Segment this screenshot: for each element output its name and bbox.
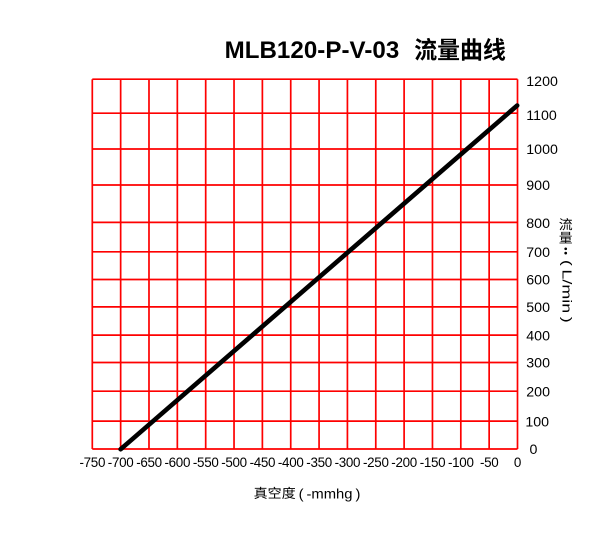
svg-text:-550: -550 [193,455,219,470]
svg-text:-50: -50 [480,455,498,470]
svg-text:-100: -100 [448,455,474,470]
svg-text:-400: -400 [278,455,304,470]
svg-text:-450: -450 [250,455,276,470]
svg-text:1000: 1000 [526,142,558,158]
svg-text:0: 0 [514,455,521,470]
svg-text:1100: 1100 [526,108,557,124]
svg-text:500: 500 [526,300,550,316]
svg-text:-650: -650 [136,455,162,470]
svg-text:-150: -150 [420,455,446,470]
svg-text:400: 400 [526,328,550,344]
svg-text:1200: 1200 [526,74,558,90]
svg-text:MLB120-P-V-03: MLB120-P-V-03 [225,37,400,64]
svg-text:900: 900 [526,178,550,194]
svg-text:0: 0 [530,442,538,458]
svg-text:100: 100 [525,414,549,430]
svg-text:600: 600 [526,273,550,289]
svg-text:700: 700 [526,245,550,261]
svg-text:200: 200 [526,384,550,400]
svg-text:-250: -250 [363,455,389,470]
svg-text:( L/min ): ( L/min ) [560,260,574,323]
svg-text:-300: -300 [335,455,361,470]
svg-text:-500: -500 [221,455,247,470]
svg-text:( -mmhg ): ( -mmhg ) [299,487,361,502]
svg-text:800: 800 [526,216,550,232]
svg-text:-600: -600 [164,455,190,470]
svg-text:300: 300 [526,356,550,372]
svg-text:-700: -700 [108,455,134,470]
svg-text:-750: -750 [79,455,105,470]
svg-text:-200: -200 [391,455,417,470]
svg-text:-350: -350 [306,455,332,470]
